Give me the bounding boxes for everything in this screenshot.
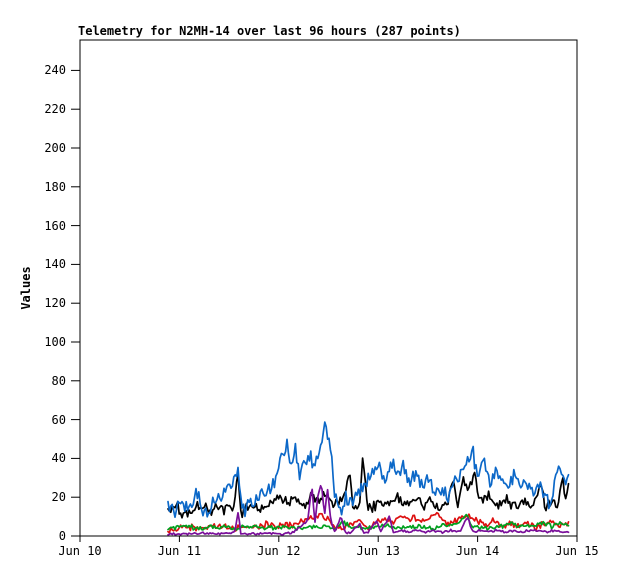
y-tick-label: 40 — [51, 451, 66, 466]
y-tick-label: 80 — [51, 373, 66, 388]
x-tick-label: Jun 12 — [257, 544, 301, 558]
x-tick-label: Jun 14 — [455, 544, 500, 558]
y-tick-label: 60 — [51, 412, 66, 427]
x-tick-label: Jun 10 — [58, 544, 102, 558]
y-tick-label: 200 — [44, 141, 66, 155]
x-tick-label: Jun 11 — [157, 544, 202, 558]
chart-title: Telemetry for N2MH-14 over last 96 hours… — [78, 24, 461, 38]
series-blue — [167, 421, 570, 519]
series-purple — [167, 484, 570, 536]
y-tick-label: 100 — [44, 335, 66, 349]
series-black — [167, 457, 570, 519]
y-tick-label: 220 — [44, 102, 66, 117]
y-tick-label: 20 — [51, 490, 66, 505]
y-tick-label: 140 — [44, 257, 66, 272]
y-tick-label: 180 — [44, 179, 66, 194]
x-tick-label: Jun 13 — [356, 544, 400, 558]
y-tick-label: 160 — [44, 218, 66, 233]
y-tick-label: 120 — [44, 296, 66, 311]
y-tick-label: 240 — [44, 63, 66, 78]
x-tick-label: Jun 15 — [555, 544, 599, 558]
y-tick-label: 0 — [58, 529, 66, 543]
plot-border — [79, 39, 578, 537]
series-red — [167, 511, 570, 534]
